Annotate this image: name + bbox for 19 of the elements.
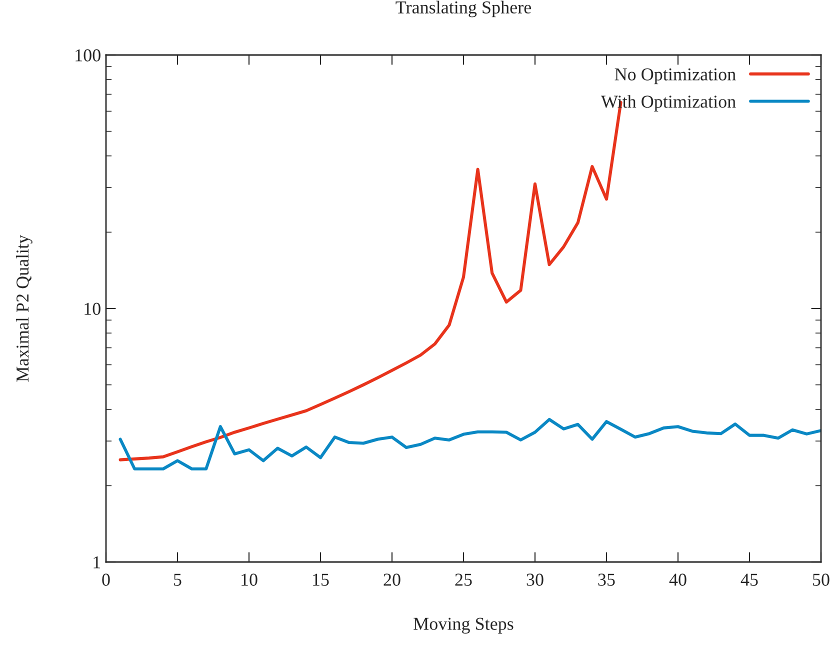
y-tick-label: 10 (84, 302, 100, 315)
x-tick-label: 0 (102, 574, 110, 586)
x-tick-label: 45 (740, 574, 758, 586)
x-tick-label: 5 (174, 574, 182, 586)
x-tick-label: 30 (526, 574, 544, 586)
x-tick-label: 20 (384, 574, 400, 586)
x-tick-label: 10 (242, 574, 258, 586)
y-tick-label: 100 (76, 49, 100, 62)
chart-title: Translating Sphere (396, 0, 531, 18)
legend-label: With Optimization (600, 95, 736, 112)
x-tick-label: 35 (598, 574, 615, 586)
x-tick-label: 40 (669, 574, 686, 586)
legend-label: No Optimization (614, 68, 736, 84)
y-tick-label: 1 (94, 556, 100, 568)
x-tick-label: 15 (313, 574, 329, 586)
y-axis-title: Maximal P2 Quality (16, 234, 32, 382)
x-tick-label: 25 (455, 574, 472, 586)
x-axis-title: Moving Steps (414, 618, 514, 634)
x-tick-label: 50 (813, 574, 830, 586)
